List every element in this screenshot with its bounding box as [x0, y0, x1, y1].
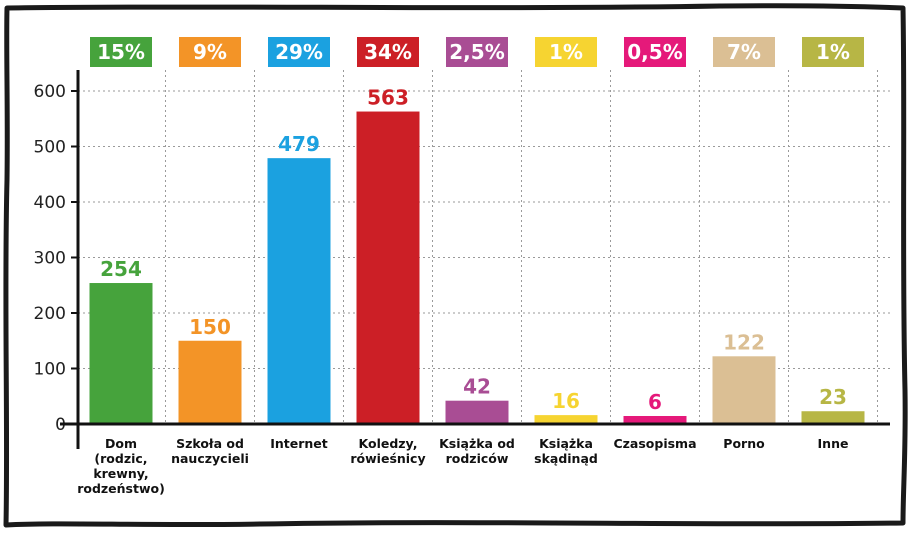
bar	[356, 111, 420, 424]
percent-label: 1%	[816, 40, 850, 64]
value-label: 479	[278, 132, 320, 156]
y-tick-label: 600	[34, 82, 66, 102]
percent-label: 29%	[275, 40, 323, 64]
category-label: Czasopisma	[613, 436, 696, 451]
category-label: Książka skądinąd	[534, 436, 598, 466]
percent-label: 0,5%	[627, 40, 682, 64]
bar	[89, 283, 153, 424]
y-tick-label: 200	[34, 304, 66, 324]
category-label: Dom (rodzic, krewny, rodzeństwo)	[77, 436, 165, 496]
category-label: Szkoła od nauczycieli	[171, 436, 249, 466]
value-label: 254	[100, 257, 142, 281]
value-label: 6	[648, 390, 662, 414]
percent-badge	[535, 37, 597, 67]
bar	[712, 356, 776, 424]
value-label: 23	[819, 385, 847, 409]
percent-badge	[179, 37, 241, 67]
percent-badge	[357, 37, 419, 67]
category-label: Inne	[818, 436, 849, 451]
value-label: 150	[189, 315, 231, 339]
y-tick-label: 100	[34, 360, 66, 380]
percent-badge	[268, 37, 330, 67]
chart-frame	[3, 3, 908, 528]
percent-badge	[446, 37, 508, 67]
category-label: Koledzy, rówieśnicy	[350, 436, 425, 466]
percent-label: 7%	[727, 40, 761, 64]
bar	[445, 400, 509, 424]
percent-badge	[624, 37, 686, 67]
bar	[801, 411, 865, 424]
value-label: 122	[723, 330, 765, 354]
bar	[267, 158, 331, 424]
y-tick-label: 300	[34, 249, 66, 269]
bar	[534, 415, 598, 424]
value-label: 563	[367, 86, 409, 110]
bar	[178, 340, 242, 424]
percent-label: 15%	[97, 40, 145, 64]
value-label: 16	[552, 389, 580, 413]
category-label: Internet	[270, 436, 328, 451]
percent-badge	[713, 37, 775, 67]
category-label: Porno	[723, 436, 765, 451]
percent-label: 1%	[549, 40, 583, 64]
percent-badge	[90, 37, 152, 67]
percent-label: 34%	[364, 40, 412, 64]
value-label: 42	[463, 375, 491, 399]
y-tick-label: 400	[34, 193, 66, 213]
bar	[623, 416, 687, 424]
y-tick-label: 500	[34, 138, 66, 158]
category-label: Książka od rodziców	[439, 436, 515, 466]
percent-label: 9%	[193, 40, 227, 64]
percent-badge	[802, 37, 864, 67]
percent-label: 2,5%	[449, 40, 504, 64]
